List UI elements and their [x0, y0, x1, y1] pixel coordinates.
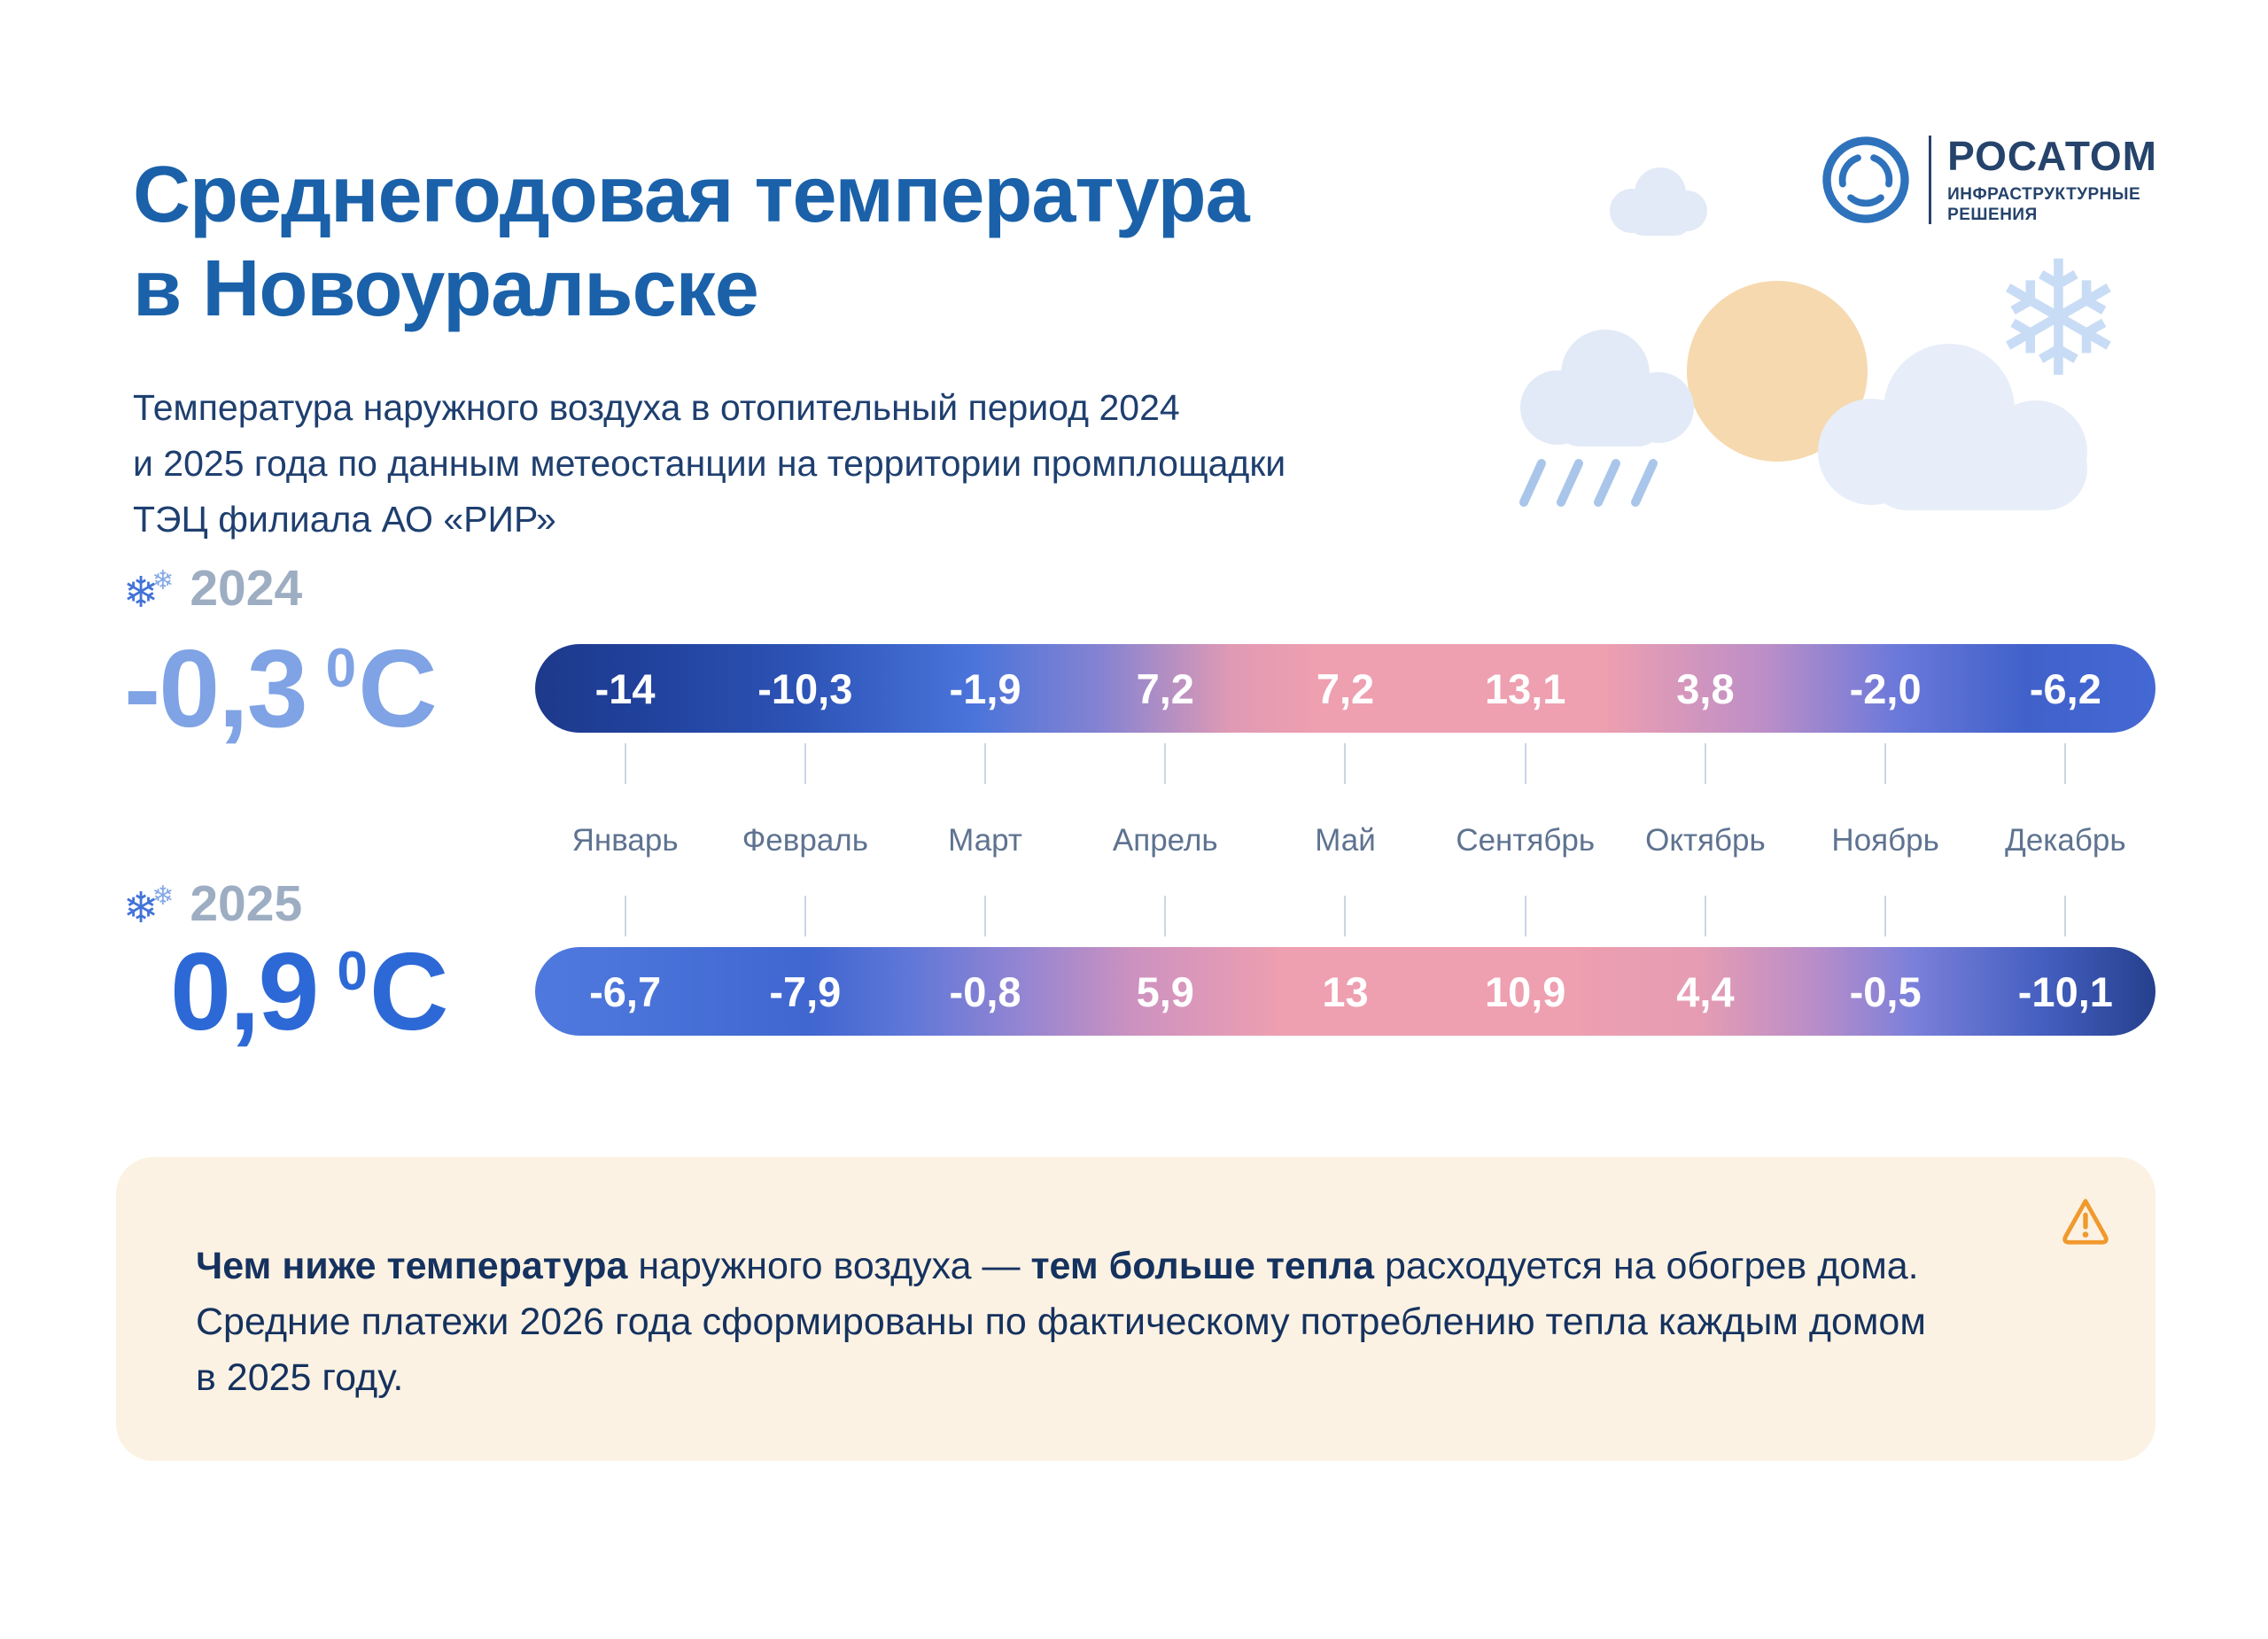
temp-value-2025: 10,9 [1484, 967, 1566, 1015]
month-column: Март [895, 733, 1075, 947]
snowflake-icon: ❄❄ [123, 565, 175, 618]
tick-line [804, 896, 806, 936]
month-label: Апрель [1112, 822, 1218, 858]
subtitle-line: и 2025 года по данным метеостанции на те… [133, 443, 1286, 484]
temp-value-2024: -14 [594, 664, 656, 712]
logo-brand-text: РОСАТОМ [1947, 132, 2157, 179]
year-label-2025: 2025 [190, 875, 303, 932]
logo-division-text: ИНФРАСТРУКТУРНЫЕ РЕШЕНИЯ [1947, 185, 2141, 225]
page-title: Среднегодовая температура в Новоуральске [133, 149, 1250, 336]
month-column: Январь [535, 733, 715, 947]
tick-line [984, 743, 987, 784]
cloud-icon [1818, 344, 2087, 510]
month-column: Май [1255, 733, 1435, 947]
tick-line [1344, 743, 1347, 784]
subtitle: Температура наружного воздуха в отопител… [133, 380, 1285, 548]
rain-icon [1519, 459, 1658, 507]
temp-value-2025: -6,7 [589, 967, 662, 1015]
tick-line [1704, 896, 1706, 936]
temp-value-2025: -10,1 [2017, 967, 2113, 1015]
degree-symbol: 0 [337, 941, 368, 1003]
cloud-icon [1610, 167, 1707, 236]
month-label: Февраль [742, 822, 868, 858]
month-column: Апрель [1076, 733, 1255, 947]
month-column: Ноябрь [1796, 733, 1976, 947]
temp-value-2024: 13,1 [1484, 664, 1566, 712]
tick-line [1524, 896, 1526, 936]
tick-line [624, 743, 626, 784]
temp-value-2024: -1,9 [949, 664, 1021, 712]
temp-value-2025: 5,9 [1136, 967, 1194, 1015]
tick-line [1704, 743, 1706, 784]
subtitle-line: Температура наружного воздуха в отопител… [133, 387, 1180, 428]
avg-temp-2025: 0,9 0С [170, 931, 448, 1053]
temp-value-2024: 7,2 [1316, 664, 1375, 712]
temp-value-2025: -7,9 [769, 967, 842, 1015]
temp-value-2025: 4,4 [1676, 967, 1735, 1015]
tick-line [1524, 743, 1526, 784]
tick-line [624, 896, 626, 936]
warning-icon [2062, 1199, 2109, 1245]
month-label: Ноябрь [1831, 822, 1939, 858]
month-column: Февраль [715, 733, 895, 947]
year-row-2024: ❄❄ 2024 [123, 560, 303, 618]
temp-value-2025: 13 [1322, 967, 1369, 1015]
degree-symbol: 0 [325, 638, 357, 700]
note-line: в 2025 году. [196, 1356, 404, 1399]
tick-line [984, 896, 987, 936]
tick-line [2064, 896, 2067, 936]
month-column: Октябрь [1615, 733, 1795, 947]
title-line-2: в Новоуральске [133, 244, 759, 333]
rosatom-atom-icon [1822, 136, 1909, 223]
note-text: Чем ниже температура наружного воздуха —… [196, 1239, 1926, 1406]
year-row-2025: ❄❄ 2025 [123, 875, 303, 933]
tick-line [804, 743, 806, 784]
tick-line [1164, 743, 1167, 784]
note-line: Чем ниже температура наружного воздуха —… [196, 1245, 1919, 1287]
month-column: Сентябрь [1435, 733, 1615, 947]
temp-value-2024: -6,2 [2029, 664, 2101, 712]
month-label: Март [948, 822, 1022, 858]
note-box: Чем ниже температура наружного воздуха —… [116, 1157, 2155, 1461]
note-line: Средние платежи 2026 года сформированы п… [196, 1301, 1926, 1343]
temperature-bar-2024: -14 -10,3 -1,9 7,2 7,2 13,1 3,8 -2,0 -6,2 [535, 644, 2155, 733]
months-row: Январь Февраль Март Апрель Май Сентябрь Октябр… [535, 733, 2155, 947]
snowflake-icon: ❄❄ [123, 881, 175, 933]
month-label: Октябрь [1645, 822, 1766, 858]
month-column: Декабрь [1976, 733, 2155, 947]
tick-line [1884, 896, 1887, 936]
logo-divider [1929, 136, 1932, 224]
year-label-2024: 2024 [190, 560, 303, 617]
rosatom-logo: РОСАТОМ ИНФРАСТРУКТУРНЫЕ РЕШЕНИЯ [1817, 131, 2157, 229]
cloud-icon [1520, 330, 1694, 447]
temp-value-2024: -2,0 [1849, 664, 1922, 712]
avg-temp-2024: -0,3 0С [124, 628, 438, 750]
temp-value-2025: -0,8 [949, 967, 1021, 1015]
temp-value-2024: 7,2 [1136, 664, 1194, 712]
snowflake-icon: ❄ [1992, 228, 2125, 413]
temp-value-2025: -0,5 [1849, 967, 1922, 1015]
month-label: Сентябрь [1456, 822, 1596, 858]
month-label: Январь [571, 822, 679, 858]
title-line-1: Среднегодовая температура [133, 151, 1250, 240]
tick-line [1884, 743, 1887, 784]
month-label: Май [1315, 822, 1376, 858]
temp-value-2024: 3,8 [1676, 664, 1735, 712]
temperature-bar-2025: -6,7 -7,9 -0,8 5,9 13 10,9 4,4 -0,5 -10,1 [535, 947, 2155, 1036]
tick-line [1344, 896, 1347, 936]
tick-line [1164, 896, 1167, 936]
tick-line [2064, 743, 2067, 784]
temp-value-2024: -10,3 [757, 664, 853, 712]
subtitle-line: ТЭЦ филиала АО «РИР» [133, 499, 556, 540]
month-label: Декабрь [2005, 822, 2126, 858]
